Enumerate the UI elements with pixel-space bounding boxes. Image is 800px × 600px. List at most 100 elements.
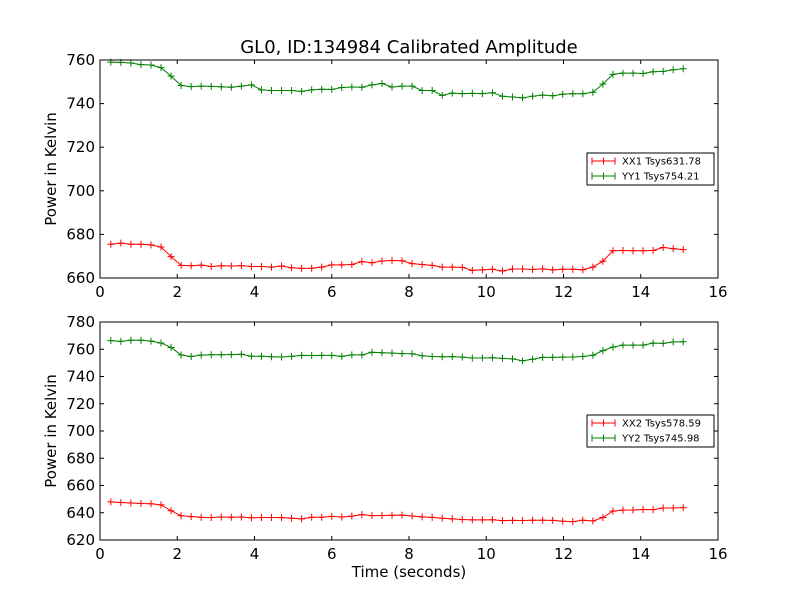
legend-entry-label: YY2 Tsys745.98 [621, 434, 700, 445]
data-point [358, 511, 366, 519]
x-tick-label: 12 [554, 545, 573, 563]
data-point [157, 64, 165, 72]
legend: XX1 Tsys631.78 YY1 Tsys754.21 [586, 152, 715, 186]
data-point [257, 514, 265, 522]
data-point [368, 512, 376, 520]
data-point [478, 266, 486, 274]
data-point [639, 505, 647, 513]
data-point [368, 348, 376, 356]
data-point [659, 339, 667, 347]
data-point [488, 265, 496, 273]
data-point [237, 350, 245, 358]
data-point [167, 72, 175, 80]
data-point [408, 82, 416, 90]
data-point [529, 516, 537, 524]
data-point [669, 66, 677, 74]
data-point [137, 336, 145, 344]
data-point [649, 68, 657, 76]
y-axis-label: Power in Kelvin [42, 112, 60, 226]
data-point [308, 86, 316, 94]
data-point [207, 351, 215, 359]
data-point [278, 87, 286, 95]
data-point [549, 266, 557, 274]
legend-box [586, 414, 715, 448]
data-point [137, 499, 145, 507]
x-tick-label: 4 [250, 283, 260, 301]
data-point [187, 513, 195, 521]
data-point [468, 516, 476, 524]
data-point [589, 351, 597, 359]
data-point [428, 261, 436, 269]
data-point [619, 69, 627, 77]
data-point [167, 507, 175, 515]
legend-entry-label: YY1 Tsys754.21 [621, 172, 700, 183]
data-point [147, 337, 155, 345]
data-point [669, 504, 677, 512]
data-point [127, 336, 135, 344]
data-point [629, 341, 637, 349]
data-point [137, 61, 145, 69]
data-point [408, 260, 416, 268]
data-point [619, 247, 627, 255]
data-point [418, 513, 426, 521]
data-point [529, 92, 537, 100]
data-point [247, 81, 255, 89]
y-tick-label: 680 [66, 449, 95, 467]
data-point [157, 501, 165, 509]
data-point [438, 353, 446, 361]
data-point [318, 351, 326, 359]
data-point [217, 513, 225, 521]
data-point [308, 513, 316, 521]
data-point [398, 257, 406, 265]
legend-swatch-marker [600, 157, 607, 165]
data-point [267, 263, 275, 271]
data-point [478, 354, 486, 362]
data-point [448, 515, 456, 523]
y-tick-label: 660 [66, 269, 95, 287]
data-point [539, 353, 547, 361]
data-point [649, 339, 657, 347]
data-point [278, 353, 286, 361]
data-point [338, 352, 346, 360]
data-point [569, 265, 577, 273]
data-point [308, 352, 316, 360]
data-point [468, 354, 476, 362]
x-tick-label: 10 [477, 283, 496, 301]
data-point [468, 266, 476, 274]
data-point [318, 263, 326, 271]
data-point [348, 260, 356, 268]
y-tick-label: 760 [66, 340, 95, 358]
data-point [589, 517, 597, 525]
data-point [378, 511, 386, 519]
data-point [117, 337, 125, 345]
legend-swatch-marker [600, 434, 607, 442]
data-point [438, 91, 446, 99]
data-point [519, 517, 527, 525]
data-point [519, 357, 527, 365]
data-point [127, 240, 135, 248]
legend-swatch-marker [600, 172, 607, 180]
data-point [569, 518, 577, 526]
data-point [659, 67, 667, 75]
data-point [177, 512, 185, 520]
data-point [529, 355, 537, 363]
y-tick-label: 620 [66, 531, 95, 549]
x-tick-label: 2 [172, 283, 182, 301]
data-point [157, 339, 165, 347]
data-point [147, 500, 155, 508]
data-point [298, 515, 306, 523]
data-point [478, 516, 486, 524]
data-point [257, 352, 265, 360]
data-point [348, 351, 356, 359]
data-point [609, 507, 617, 515]
x-tick-label: 14 [631, 545, 650, 563]
data-point [217, 83, 225, 91]
data-point [368, 259, 376, 267]
data-point [177, 351, 185, 359]
data-point [117, 239, 125, 247]
legend-swatch-marker-ends [591, 157, 616, 165]
data-point [669, 245, 677, 253]
data-point [458, 516, 466, 524]
data-point [328, 512, 336, 520]
